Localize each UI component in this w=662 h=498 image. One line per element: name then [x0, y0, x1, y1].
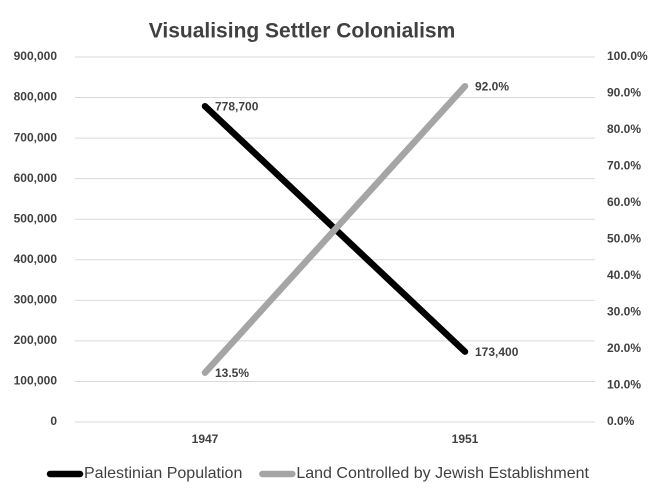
- y-tick-label: 100,000: [14, 374, 58, 388]
- legend-label: Palestinian Population: [84, 465, 242, 482]
- y2-tick-label: 0.0%: [607, 414, 635, 428]
- y2-tick-label: 30.0%: [607, 305, 641, 319]
- y2-tick-label: 80.0%: [607, 122, 641, 136]
- y-tick-label: 700,000: [14, 130, 58, 144]
- y2-tick-label: 10.0%: [607, 378, 641, 392]
- y2-tick-label: 50.0%: [607, 232, 641, 246]
- y2-tick-label: 90.0%: [607, 86, 641, 100]
- x-tick-label: 1947: [192, 432, 219, 446]
- y2-tick-label: 100.0%: [607, 49, 648, 63]
- y-tick-label: 900,000: [14, 49, 58, 63]
- y2-tick-label: 60.0%: [607, 195, 641, 209]
- y2-tick-label: 40.0%: [607, 268, 641, 282]
- data-label: 13.5%: [215, 366, 249, 380]
- data-label: 778,700: [215, 99, 259, 113]
- y2-tick-label: 20.0%: [607, 341, 641, 355]
- y-tick-label: 300,000: [14, 293, 58, 307]
- y-tick-label: 200,000: [14, 333, 58, 347]
- data-label: 173,400: [475, 345, 519, 359]
- y-tick-label: 600,000: [14, 171, 58, 185]
- y2-tick-label: 70.0%: [607, 159, 641, 173]
- series-line: [201, 82, 469, 376]
- y-tick-label: 500,000: [14, 211, 58, 225]
- x-tick-label: 1951: [452, 432, 479, 446]
- y-tick-label: 0: [50, 414, 57, 428]
- legend-label: Land Controlled by Jewish Establishment: [296, 465, 589, 482]
- data-label: 92.0%: [475, 79, 509, 93]
- y-tick-label: 400,000: [14, 252, 58, 266]
- y-tick-label: 800,000: [14, 90, 58, 104]
- chart-title: Visualising Settler Colonialism: [149, 20, 456, 43]
